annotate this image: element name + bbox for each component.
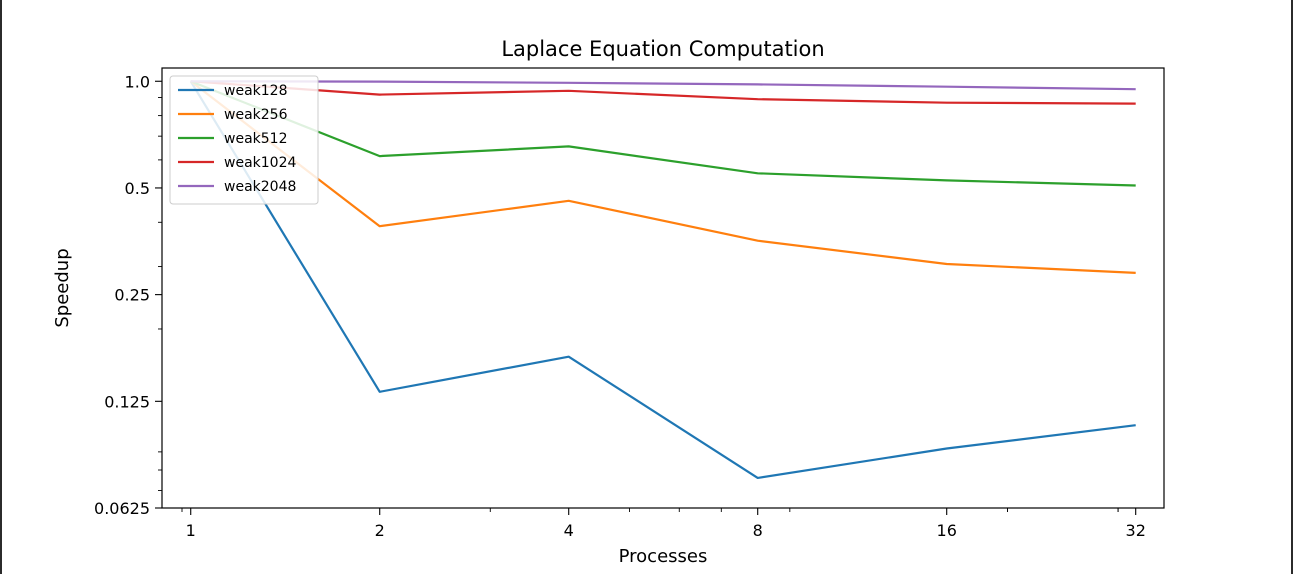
- legend-label-weak1024: weak1024: [224, 155, 296, 171]
- y-tick-label: 1.0: [125, 72, 150, 91]
- legend: weak128 weak256 weak512 weak1024 weak2048: [169, 75, 319, 205]
- y-axis-label: Speedup: [52, 248, 73, 327]
- y-tick-label: 0.0625: [94, 499, 150, 518]
- y-tick-label: 0.5: [125, 179, 150, 198]
- plot-area: [189, 80, 1136, 479]
- x-axis-label: Processes: [619, 546, 708, 567]
- y-tick-label: 0.25: [114, 286, 150, 305]
- legend-label-weak2048: weak2048: [224, 179, 296, 195]
- window-edge-right: [1291, 0, 1293, 574]
- x-tick-label: 1: [186, 521, 196, 540]
- series-line-weak128: [189, 80, 1136, 479]
- axes: 1 2 4 8 16 32 1.0 0.5 0.25 0.125 0.0625: [94, 67, 1165, 540]
- x-tick-label: 32: [1126, 521, 1146, 540]
- x-tick-label: 16: [937, 521, 957, 540]
- legend-label-weak512: weak512: [224, 131, 287, 147]
- x-tick-label: 2: [375, 521, 385, 540]
- y-tick-label: 0.125: [104, 392, 150, 411]
- legend-label-weak128: weak128: [224, 83, 287, 99]
- legend-label-weak256: weak256: [224, 107, 288, 123]
- series-line-weak1024: [190, 80, 1136, 105]
- chart-title: Laplace Equation Computation: [501, 37, 824, 61]
- series-line-weak512: [190, 80, 1136, 187]
- series-line-weak256: [190, 80, 1136, 274]
- legend-box: [169, 75, 319, 205]
- x-tick-label: 4: [564, 521, 574, 540]
- x-tick-label: 8: [753, 521, 763, 540]
- plot-frame: [161, 67, 1165, 509]
- series-line-weak2048: [190, 80, 1136, 91]
- window-edge-left: [0, 0, 2, 574]
